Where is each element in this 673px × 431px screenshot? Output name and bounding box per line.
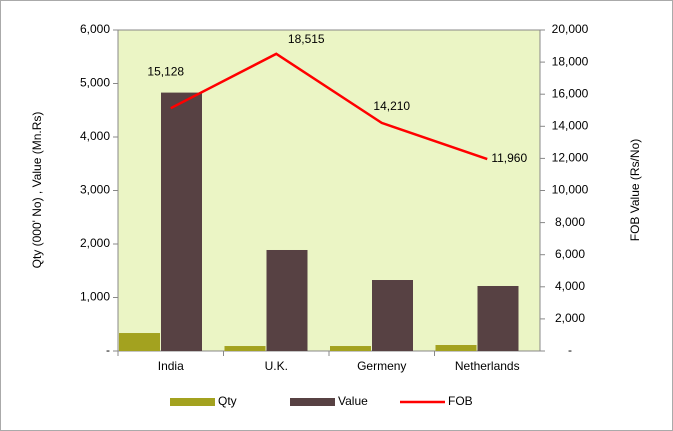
bar xyxy=(161,92,202,351)
data-label: 11,960 xyxy=(491,151,527,165)
bar xyxy=(224,346,266,351)
y2-tick-label: 18,000 xyxy=(552,54,589,68)
y-tick-label: 2,000 xyxy=(80,236,110,250)
bar xyxy=(372,280,413,351)
x-tick-label: U.K. xyxy=(265,359,288,373)
x-tick-label: India xyxy=(158,359,184,373)
legend-label: FOB xyxy=(448,394,473,408)
legend-swatch xyxy=(290,398,335,406)
y-tick-label: 6,000 xyxy=(80,22,110,36)
data-label: 14,210 xyxy=(373,99,410,113)
y2-tick-label: 2,000 xyxy=(555,311,585,325)
y2-tick-label: 8,000 xyxy=(555,215,585,229)
bar xyxy=(119,333,160,351)
y-tick-label: 4,000 xyxy=(80,129,110,143)
y-tick-label: 1,000 xyxy=(80,290,110,304)
legend-label: Value xyxy=(338,394,368,408)
legend-swatch xyxy=(170,398,215,406)
y-tick-label: 3,000 xyxy=(80,183,110,197)
y2-axis-title: FOB Value (Rs/No) xyxy=(628,139,642,241)
y-axis-title: Qty (000' No) , Value (Mn.Rs) xyxy=(30,112,44,269)
bar xyxy=(330,346,371,351)
y2-tick-label: 14,000 xyxy=(552,118,589,132)
legend-label: Qty xyxy=(218,394,237,408)
x-tick-label: Netherlands xyxy=(455,359,520,373)
y-tick-label: 5,000 xyxy=(80,76,110,90)
y2-tick-label: 6,000 xyxy=(555,247,585,261)
y2-tick-label: 20,000 xyxy=(552,22,589,36)
y2-tick-label: 4,000 xyxy=(555,279,585,293)
y2-tick-label: - xyxy=(568,343,572,357)
bar xyxy=(435,345,477,351)
bar xyxy=(477,285,519,351)
y-tick-label: - xyxy=(106,343,110,357)
bar xyxy=(266,249,308,351)
y2-tick-label: 16,000 xyxy=(552,86,589,100)
data-label: 18,515 xyxy=(288,32,325,46)
data-label: 15,128 xyxy=(147,64,184,78)
x-tick-label: Germeny xyxy=(357,359,406,373)
y2-tick-label: 10,000 xyxy=(552,183,589,197)
line xyxy=(170,52,488,161)
y2-tick-label: 12,000 xyxy=(552,151,589,165)
